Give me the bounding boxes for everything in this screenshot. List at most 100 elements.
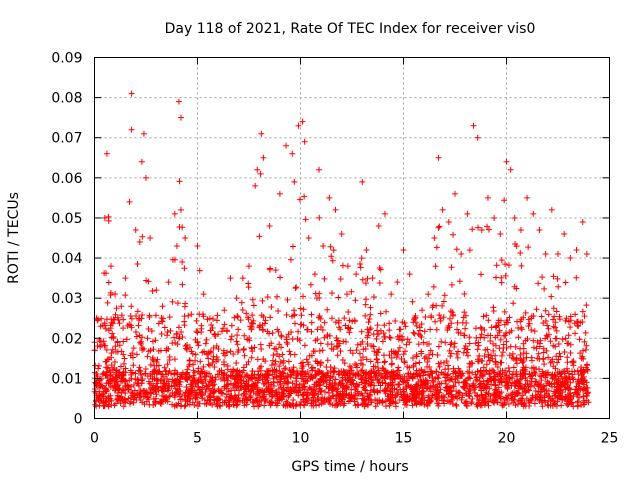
data-point — [256, 233, 263, 240]
data-point — [543, 390, 550, 397]
data-point — [234, 375, 241, 382]
data-point — [269, 330, 276, 337]
data-point — [358, 255, 365, 262]
data-point — [337, 348, 344, 355]
data-point — [175, 335, 182, 342]
data-point — [533, 345, 540, 352]
data-point — [573, 274, 580, 281]
data-point — [376, 396, 383, 403]
data-point — [576, 336, 583, 343]
data-point — [429, 351, 436, 358]
data-point — [370, 343, 377, 350]
data-point — [329, 373, 336, 380]
data-point — [331, 365, 338, 372]
data-point — [517, 382, 524, 389]
data-point — [238, 299, 245, 306]
data-point — [554, 369, 561, 376]
data-point — [203, 350, 210, 357]
data-point — [498, 274, 505, 281]
data-point — [166, 314, 173, 321]
data-point — [402, 348, 409, 355]
data-point — [243, 310, 250, 317]
data-point — [488, 381, 495, 388]
data-point — [228, 373, 235, 380]
data-point — [304, 399, 311, 406]
data-point — [97, 338, 104, 345]
data-point-peak — [555, 251, 561, 258]
data-point — [417, 376, 424, 383]
data-point — [348, 288, 355, 295]
data-point — [293, 384, 300, 391]
data-point-peak — [126, 198, 133, 205]
data-point — [394, 372, 401, 379]
data-point — [517, 355, 524, 362]
data-point — [109, 383, 116, 390]
data-point — [275, 307, 282, 314]
data-point — [563, 400, 570, 407]
data-point — [227, 380, 234, 387]
data-point — [291, 311, 298, 318]
data-point-peak — [478, 226, 485, 233]
data-point — [388, 361, 395, 368]
data-point — [359, 276, 366, 283]
data-point — [556, 316, 563, 323]
data-point — [549, 402, 556, 409]
data-point — [213, 342, 220, 349]
data-point — [413, 370, 420, 377]
data-point — [145, 326, 152, 333]
data-point — [493, 322, 500, 329]
data-point — [149, 354, 156, 361]
data-point — [398, 393, 405, 400]
data-point — [308, 311, 315, 318]
data-point — [287, 256, 294, 263]
data-point — [433, 368, 440, 375]
data-point — [354, 341, 361, 348]
data-point — [348, 364, 355, 371]
data-point — [298, 312, 305, 319]
data-point — [309, 364, 316, 371]
data-point — [367, 387, 374, 394]
data-point — [161, 324, 168, 331]
data-point — [453, 351, 460, 358]
data-point — [284, 373, 291, 380]
data-point — [455, 379, 462, 386]
data-point — [152, 312, 159, 319]
data-point-peak — [147, 235, 154, 241]
data-point — [436, 223, 443, 230]
data-point — [410, 329, 417, 336]
data-point — [562, 395, 569, 402]
data-point — [133, 351, 140, 358]
data-point — [430, 378, 437, 385]
data-point — [449, 309, 456, 316]
data-point — [101, 270, 108, 277]
data-point — [330, 247, 337, 254]
data-point — [117, 363, 124, 370]
data-point — [203, 336, 210, 343]
data-point — [307, 281, 314, 288]
data-point — [495, 384, 502, 391]
data-point — [114, 339, 121, 346]
data-point — [291, 320, 298, 327]
data-point — [539, 274, 546, 281]
data-point — [439, 302, 446, 309]
data-point — [474, 358, 481, 365]
data-point — [520, 340, 527, 347]
data-point — [515, 385, 522, 392]
data-point — [433, 244, 440, 251]
data-point — [136, 332, 143, 339]
data-point — [434, 395, 441, 402]
data-point — [477, 324, 484, 331]
data-point — [128, 315, 135, 322]
data-point — [254, 379, 261, 386]
data-point — [419, 396, 426, 403]
data-point — [420, 339, 427, 346]
data-point — [438, 369, 445, 376]
data-point-peak — [431, 235, 438, 241]
data-point — [572, 330, 579, 337]
data-point — [269, 357, 276, 364]
data-point — [512, 241, 519, 248]
data-point — [520, 371, 527, 378]
data-point — [324, 357, 331, 364]
data-point — [363, 296, 370, 303]
data-point — [254, 392, 261, 399]
